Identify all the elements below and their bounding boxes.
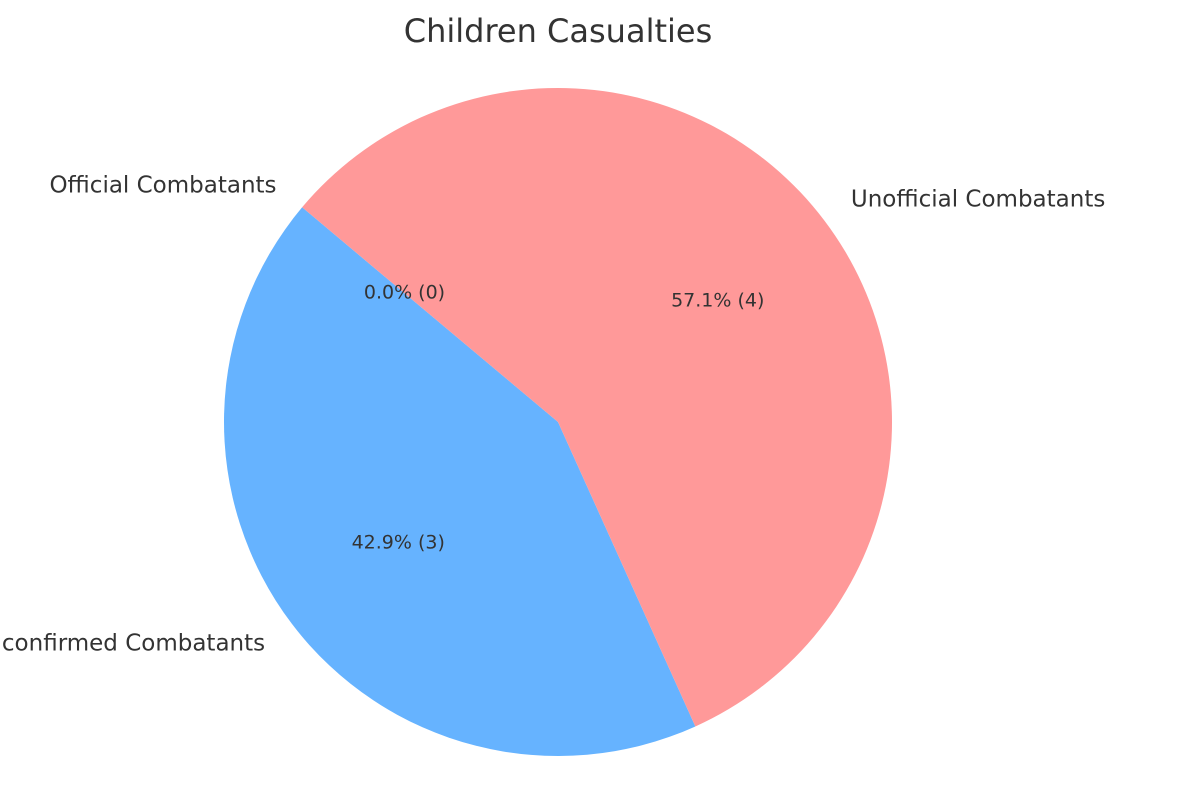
pie-slice-civilians-unconfirmed-combatants [223,207,696,756]
percent-label-unofficial-combatants: 57.1% (4) [671,289,764,311]
slice-label-unofficial-combatants: Unofficial Combatants [851,187,1105,213]
percent-label-official-combatants: 0.0% (0) [364,282,445,304]
chart-title: Children Casualties [404,12,713,50]
pie-slices [223,88,892,756]
pie-slice-unofficial-combatants [302,88,892,727]
percent-label-civilians-unconfirmed-combatants: 42.9% (3) [352,532,445,554]
pie-labels: Official Combatants 0.0% (0) Civilians/Unc… [0,172,1105,656]
slice-label-civilians-unconfirmed-combatants: Civilians/Unconfirmed Combatants [0,630,265,656]
slice-label-official-combatants: Official Combatants [49,172,276,198]
